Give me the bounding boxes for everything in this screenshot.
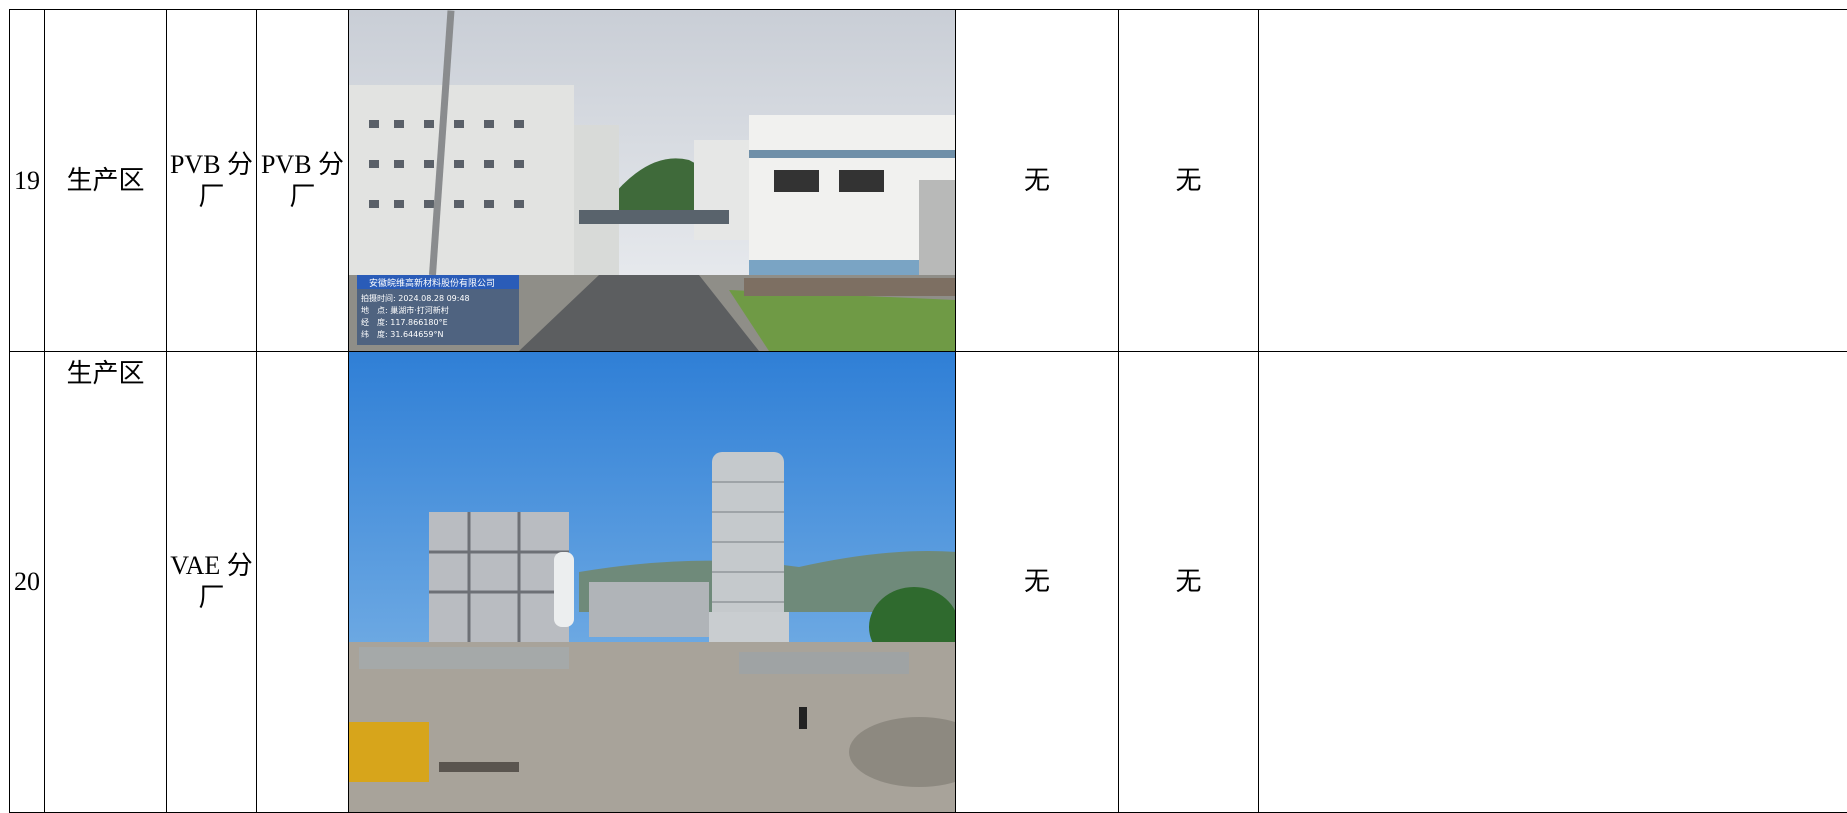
table: 19 生产区 PVB 分厂 PVB 分厂 xyxy=(9,9,1847,813)
photo-stamp-text: 经 度: 117.866180°E xyxy=(361,317,448,327)
cell xyxy=(257,352,349,813)
cell: 生产区 xyxy=(45,10,167,352)
photo-cell: 安徽皖维高新材料股份有限公司 拍摄时间: 2024.08.28 09:48 地 … xyxy=(349,10,956,352)
photo-stamp-text: 地 点: 巢湖市·打河新村 xyxy=(361,305,449,315)
photo-stamp-text: 安徽皖维高新材料股份有限公司 xyxy=(369,277,495,289)
table-row: 20 生产区 VAE 分厂 xyxy=(10,352,1847,813)
cell: PVB 分厂 xyxy=(257,10,349,352)
cell: 无 xyxy=(956,352,1119,813)
photo-stamp-text: 拍摄时间: 2024.08.28 09:48 xyxy=(361,293,470,303)
cell: 无 xyxy=(1119,10,1259,352)
cell: 20 xyxy=(10,352,45,813)
cell: 生产区 xyxy=(45,352,167,813)
cell xyxy=(1259,10,1847,352)
cell: PVB 分厂 xyxy=(167,10,257,352)
cell: 无 xyxy=(1119,352,1259,813)
cell xyxy=(1259,352,1847,813)
photo xyxy=(349,352,956,812)
photo-cell xyxy=(349,352,956,813)
photo-stamp-text: 纬 度: 31.644659°N xyxy=(361,329,443,339)
table-row: 19 生产区 PVB 分厂 PVB 分厂 xyxy=(10,10,1847,352)
cell: 无 xyxy=(956,10,1119,352)
cell: 19 xyxy=(10,10,45,352)
cell: VAE 分厂 xyxy=(167,352,257,813)
photo: 安徽皖维高新材料股份有限公司 拍摄时间: 2024.08.28 09:48 地 … xyxy=(349,10,956,351)
